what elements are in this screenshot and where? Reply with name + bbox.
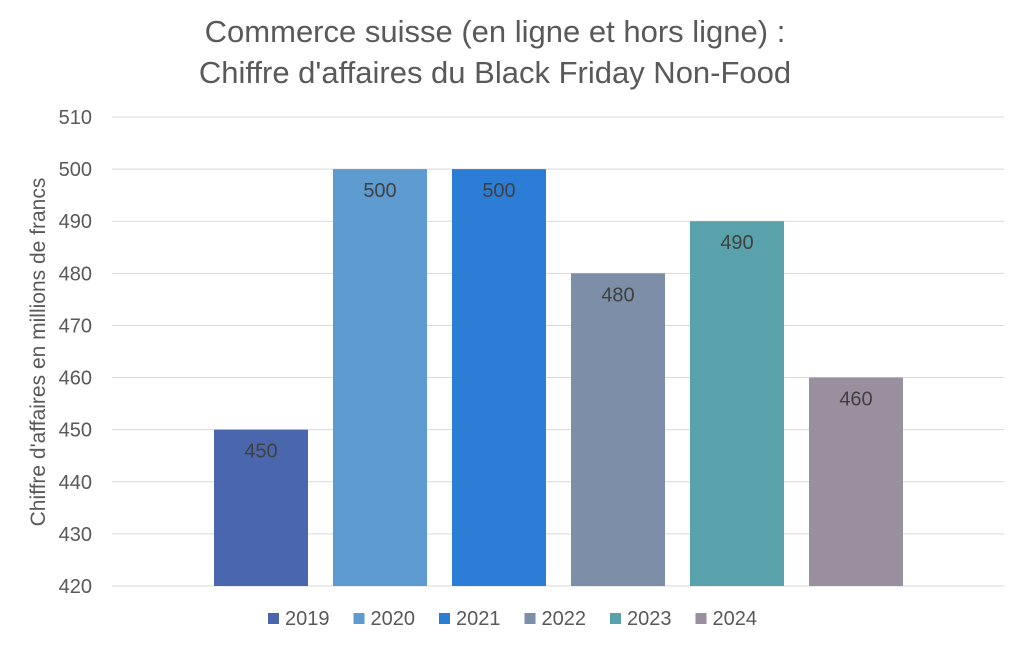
legend-label-2023: 2023 [627, 608, 672, 630]
bar-2024 [809, 377, 903, 586]
legend-swatch-2022 [524, 613, 536, 624]
legend-swatch-2019 [268, 613, 279, 624]
y-tick-label: 470 [59, 315, 92, 337]
legend-label-2020: 2020 [371, 608, 416, 630]
legend-label-2021: 2021 [456, 608, 501, 630]
data-label-2022: 480 [601, 284, 634, 306]
data-label-2019: 450 [244, 441, 277, 463]
bar-2020 [333, 169, 427, 586]
data-label-2020: 500 [363, 180, 396, 202]
legend-label-2024: 2024 [713, 608, 758, 630]
legend-swatch-2024 [695, 613, 707, 624]
y-tick-label: 460 [59, 368, 92, 390]
chart-title-line-1: Commerce suisse (en ligne et hors ligne)… [204, 14, 786, 49]
y-tick-label: 440 [59, 472, 92, 494]
y-tick-label: 450 [59, 420, 92, 442]
data-label-2023: 490 [720, 232, 753, 254]
y-tick-label: 500 [59, 159, 92, 181]
data-label-2021: 500 [482, 180, 515, 202]
legend-label-2019: 2019 [285, 608, 330, 630]
chart-title-line-2: Chiffre d'affaires du Black Friday Non-F… [198, 55, 792, 90]
bar-2019 [214, 429, 308, 586]
y-tick-label: 480 [59, 263, 92, 285]
y-tick-label: 430 [59, 524, 92, 546]
y-tick-label: 510 [59, 107, 92, 129]
y-axis-title: Chiffre d'affaires en millions de francs [27, 178, 50, 527]
legend-swatch-2020 [353, 613, 365, 624]
legend-label-2022: 2022 [542, 608, 587, 630]
legend-swatch-2021 [439, 613, 450, 624]
bar-2022 [571, 273, 665, 586]
data-label-2024: 460 [839, 389, 872, 411]
y-tick-label: 420 [59, 576, 92, 598]
y-tick-label: 490 [59, 211, 92, 233]
bar-2023 [690, 221, 784, 586]
bar-2021 [452, 169, 546, 586]
legend-swatch-2023 [610, 613, 621, 624]
